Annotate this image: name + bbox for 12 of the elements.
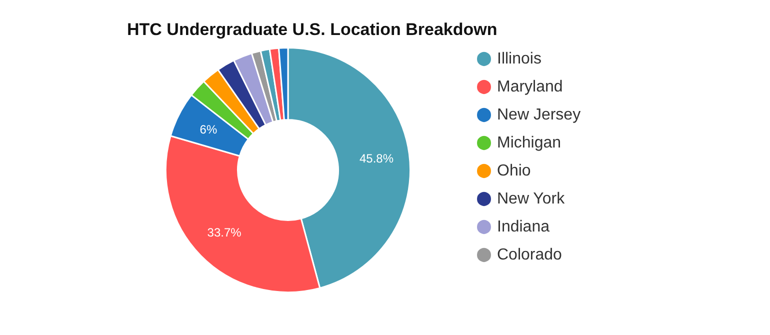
legend-label: New York	[497, 190, 566, 208]
legend-label: Indiana	[497, 218, 550, 236]
data-label: 6%	[200, 122, 218, 136]
data-label: 33.7%	[207, 226, 242, 240]
legend-label: Michigan	[497, 134, 562, 152]
legend-label: Colorado	[497, 246, 562, 264]
data-label: 45.8%	[359, 151, 394, 166]
legend-label: Ohio	[497, 162, 531, 180]
chart-title: HTC Undergraduate U.S. Location Breakdown	[127, 20, 498, 39]
legend-label: Maryland	[497, 78, 563, 96]
legend-label: New Jersey	[497, 106, 581, 124]
legend-label: Illinois	[497, 50, 542, 68]
